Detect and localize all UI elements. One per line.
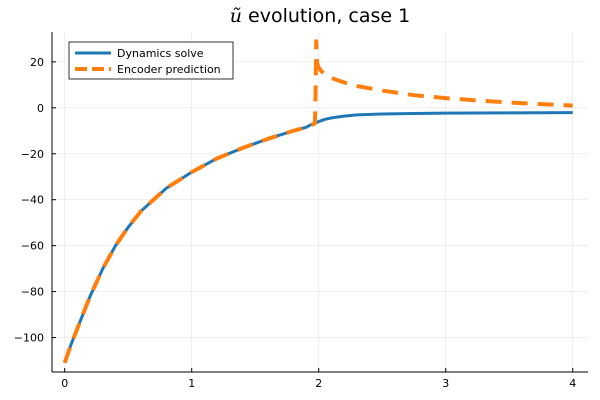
y-tick-label: −40 [21, 194, 44, 207]
chart-title: ũ evolution, case 1 [230, 5, 410, 27]
x-tick-label: 4 [569, 377, 576, 390]
y-tick-label: 20 [30, 56, 44, 69]
title-symbol: ũ [230, 5, 242, 27]
title-text: evolution, case 1 [242, 5, 410, 27]
series-line-2 [62, 39, 573, 364]
y-tick-label: −20 [21, 148, 44, 161]
y-tick-label: 0 [37, 102, 44, 115]
y-tick-label: −60 [21, 240, 44, 253]
legend-label-1: Dynamics solve [117, 47, 204, 60]
x-tick-label: 2 [315, 377, 322, 390]
series-layer [62, 39, 573, 364]
x-tick-label: 3 [442, 377, 449, 390]
legend-label-2: Encoder prediction [117, 63, 221, 76]
legend-layer: Dynamics solve Encoder prediction [68, 41, 234, 80]
y-tick-label: −80 [21, 286, 44, 299]
legend-box [68, 41, 234, 80]
axes-layer [51, 32, 588, 373]
x-tick-label: 0 [61, 377, 68, 390]
ticks-layer: 0 1 2 3 4 20 0 −20 −40 −60 −80 −100 [14, 56, 576, 390]
x-tick-label: 1 [188, 377, 195, 390]
grid-layer [52, 32, 588, 372]
y-tick-label: −100 [14, 332, 44, 345]
